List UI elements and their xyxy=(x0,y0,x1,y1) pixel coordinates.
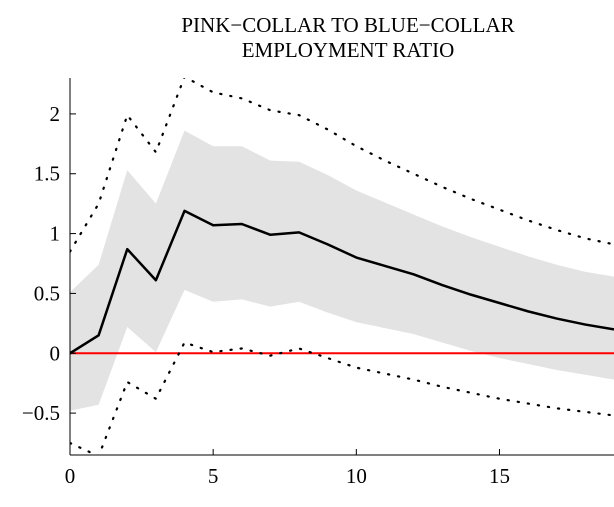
y-tick-label: 0.5 xyxy=(34,281,60,305)
lower-bound-line xyxy=(70,341,614,455)
y-tick-label: 0 xyxy=(50,341,61,365)
point-estimate-line xyxy=(70,209,614,355)
plot-area: −0.5 0 0.5 1 1.5 2 0 5 10 15 xyxy=(22,78,614,488)
x-tick-label: 0 xyxy=(65,464,76,488)
confidence-band xyxy=(70,130,614,411)
y-tick-label: 1.5 xyxy=(34,162,60,186)
y-tick-label: −0.5 xyxy=(22,401,60,425)
x-tick-label: 15 xyxy=(489,464,510,488)
y-tick-label: 2 xyxy=(50,102,61,126)
x-tick-label: 5 xyxy=(208,464,219,488)
x-tick-label: 10 xyxy=(346,464,367,488)
chart-title-line-1: PINK−COLLAR TO BLUE−COLLAR xyxy=(181,13,514,37)
chart-title-line-2: EMPLOYMENT RATIO xyxy=(242,38,455,62)
y-tick-label: 1 xyxy=(50,222,61,246)
